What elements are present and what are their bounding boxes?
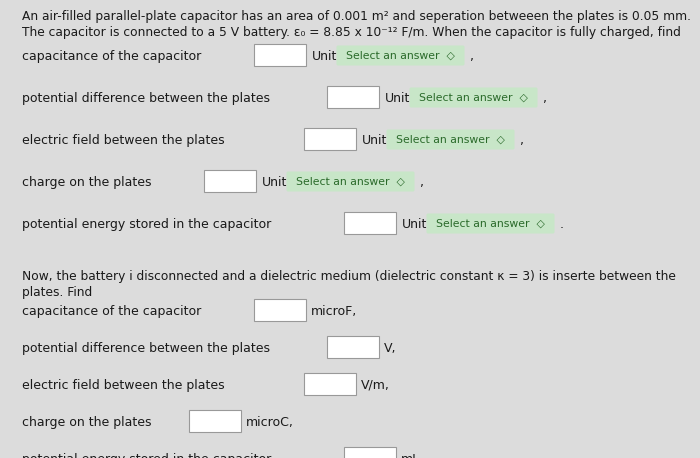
FancyBboxPatch shape	[344, 212, 396, 234]
FancyBboxPatch shape	[410, 87, 538, 108]
Text: charge on the plates: charge on the plates	[22, 176, 151, 189]
FancyBboxPatch shape	[189, 410, 241, 432]
Text: microF,: microF,	[311, 305, 357, 318]
Text: ,: ,	[466, 50, 474, 63]
Text: Unit: Unit	[402, 218, 428, 231]
FancyBboxPatch shape	[304, 373, 356, 395]
Text: Select an answer  ◇: Select an answer ◇	[346, 50, 455, 60]
FancyBboxPatch shape	[304, 128, 356, 150]
Text: Select an answer  ◇: Select an answer ◇	[296, 176, 405, 186]
Text: plates. Find: plates. Find	[22, 286, 92, 299]
Text: An air-filled parallel-plate capacitor has an area of 0.001 m² and seperation be: An air-filled parallel-plate capacitor h…	[22, 10, 691, 23]
Text: Unit: Unit	[362, 134, 387, 147]
FancyBboxPatch shape	[286, 171, 414, 191]
Text: ,: ,	[539, 92, 547, 105]
Text: Select an answer  ◇: Select an answer ◇	[436, 218, 545, 229]
FancyBboxPatch shape	[327, 336, 379, 358]
FancyBboxPatch shape	[386, 130, 514, 149]
Text: potential energy stored in the capacitor: potential energy stored in the capacitor	[22, 218, 272, 231]
Text: ,: ,	[416, 176, 424, 189]
Text: potential difference between the plates: potential difference between the plates	[22, 342, 270, 355]
Text: Unit: Unit	[262, 176, 288, 189]
Text: electric field between the plates: electric field between the plates	[22, 379, 225, 392]
FancyBboxPatch shape	[337, 45, 465, 65]
Text: microC,: microC,	[246, 416, 294, 429]
Text: Unit: Unit	[385, 92, 410, 105]
FancyBboxPatch shape	[327, 86, 379, 108]
Text: capacitance of the capacitor: capacitance of the capacitor	[22, 50, 202, 63]
FancyBboxPatch shape	[426, 213, 554, 234]
FancyBboxPatch shape	[254, 44, 306, 66]
Text: Unit: Unit	[312, 50, 337, 63]
Text: charge on the plates: charge on the plates	[22, 416, 151, 429]
Text: capacitance of the capacitor: capacitance of the capacitor	[22, 305, 202, 318]
Text: potential energy stored in the capacitor: potential energy stored in the capacitor	[22, 453, 272, 458]
Text: The capacitor is connected to a 5 V battery. ε₀ = 8.85 x 10⁻¹² F/m. When the cap: The capacitor is connected to a 5 V batt…	[22, 26, 681, 39]
Text: ,: ,	[516, 134, 524, 147]
Text: V,: V,	[384, 342, 396, 355]
Text: V/m,: V/m,	[361, 379, 390, 392]
Text: potential difference between the plates: potential difference between the plates	[22, 92, 270, 105]
FancyBboxPatch shape	[344, 447, 396, 458]
Text: Select an answer  ◇: Select an answer ◇	[396, 135, 505, 145]
Text: mJ.: mJ.	[401, 453, 421, 458]
FancyBboxPatch shape	[204, 170, 256, 192]
Text: Now, the battery i disconnected and a dielectric medium (dielectric constant κ =: Now, the battery i disconnected and a di…	[22, 270, 676, 283]
Text: Select an answer  ◇: Select an answer ◇	[419, 93, 528, 103]
FancyBboxPatch shape	[254, 299, 306, 321]
Text: .: .	[556, 218, 564, 231]
Text: electric field between the plates: electric field between the plates	[22, 134, 225, 147]
